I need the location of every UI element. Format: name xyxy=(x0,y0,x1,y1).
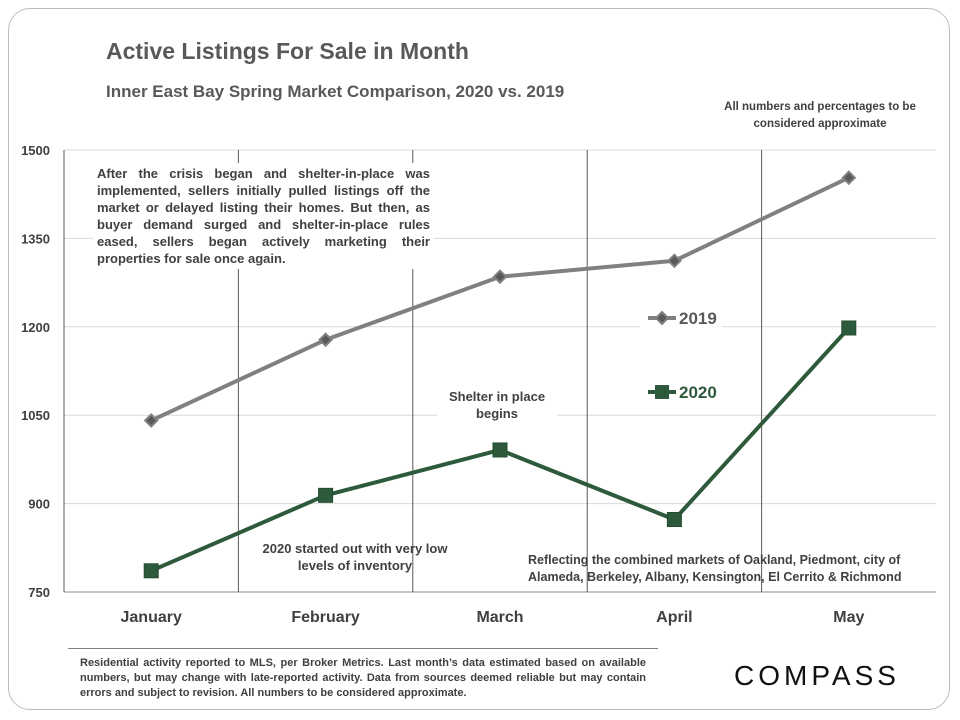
chart-title: Active Listings For Sale in Month xyxy=(106,38,469,64)
data-point-2020 xyxy=(666,512,682,528)
legend-marker-2019 xyxy=(654,310,670,326)
data-point-2020 xyxy=(318,487,334,503)
y-tick-label: 1200 xyxy=(21,320,50,335)
inventory-annotation: 2020 started out with very low levels of… xyxy=(262,541,448,573)
x-tick-label: January xyxy=(121,609,182,626)
slide-frame xyxy=(8,8,950,710)
data-point-2019 xyxy=(318,332,334,348)
y-tick-label: 750 xyxy=(28,585,50,600)
x-tick-label: March xyxy=(476,609,523,626)
y-tick-label: 1050 xyxy=(21,408,50,423)
y-tick-label: 1350 xyxy=(21,231,50,246)
data-point-2020 xyxy=(143,563,159,579)
crisis-annotation: After the crisis began and shelter-in-pl… xyxy=(93,163,434,269)
compass-logo: COMPASS xyxy=(734,660,900,691)
data-point-2019 xyxy=(666,253,682,269)
x-tick-label: May xyxy=(833,609,864,626)
data-point-2019 xyxy=(143,413,159,428)
y-tick-label: 1500 xyxy=(21,143,50,158)
x-tick-label: February xyxy=(291,609,360,626)
footer-disclaimer: Residential activity reported to MLS, pe… xyxy=(80,657,646,699)
x-tick-label: April xyxy=(656,609,692,626)
markets-annotation: Reflecting the combined markets of Oakla… xyxy=(528,553,902,584)
legend-label-2020: 2020 xyxy=(679,383,717,402)
legend-marker-2020 xyxy=(655,385,669,399)
shelter-annotation: Shelter in place begins xyxy=(437,388,557,422)
y-tick-label: 900 xyxy=(28,497,50,512)
data-point-2019 xyxy=(841,170,857,186)
data-point-2019 xyxy=(492,269,508,285)
legend-label-2019: 2019 xyxy=(679,309,717,328)
footer-divider xyxy=(68,648,658,649)
approximate-note: All numbers and percentages to be consid… xyxy=(724,101,916,130)
data-point-2020 xyxy=(841,320,857,336)
chart-subtitle: Inner East Bay Spring Market Comparison,… xyxy=(106,82,565,101)
data-point-2020 xyxy=(492,442,508,458)
